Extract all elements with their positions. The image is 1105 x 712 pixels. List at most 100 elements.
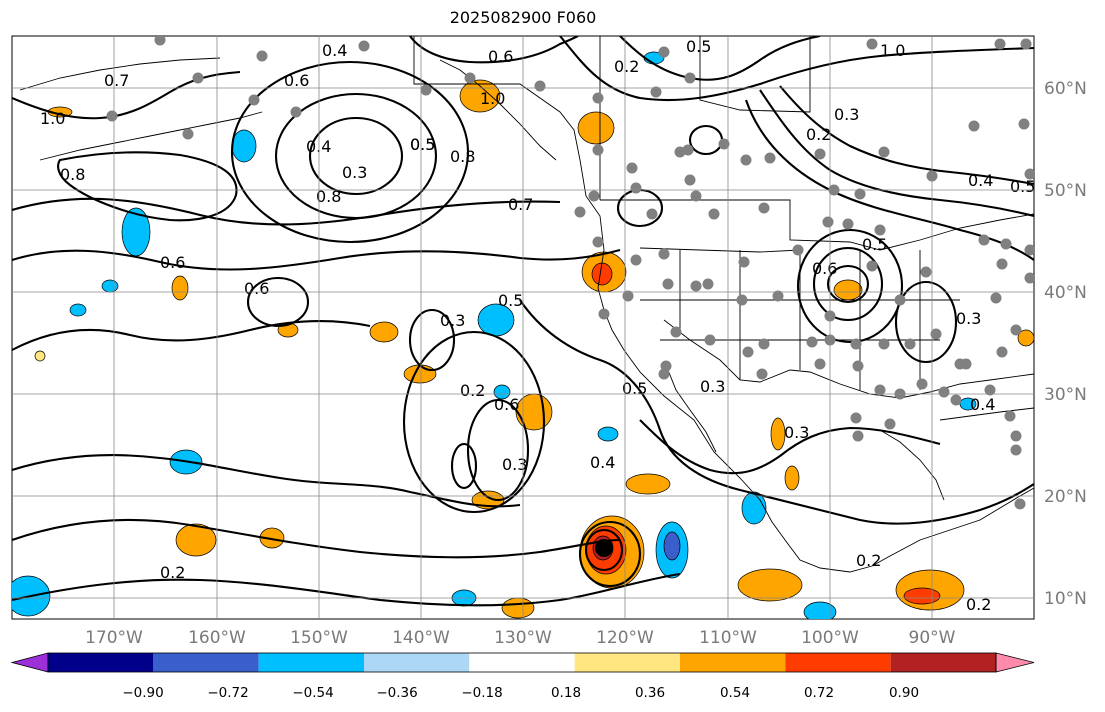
- contour-label: 0.6: [160, 253, 185, 272]
- contour-label: 0.4: [968, 171, 993, 190]
- station-dots: [106, 36, 1034, 510]
- contour-label: 0.6: [488, 47, 513, 66]
- station-dot: [182, 128, 194, 140]
- lat-label-30n: 30°N: [1044, 385, 1087, 405]
- station-dot: [574, 206, 586, 218]
- station-dot: [592, 236, 604, 248]
- lon-label-120w: 120°W: [596, 628, 654, 648]
- contour-label: 0.7: [104, 71, 129, 90]
- contour-label: 0.6: [244, 279, 269, 298]
- colorbar-tick-label: −0.36: [376, 685, 417, 701]
- shaded-region-blue-13: [69, 303, 87, 317]
- colorbar-segment: [469, 653, 575, 672]
- contour-label: 0.3: [956, 309, 981, 328]
- contour-label: 0.6: [494, 395, 519, 414]
- contour-line: [450, 442, 478, 490]
- station-dot: [792, 244, 804, 256]
- contour-label: 0.2: [460, 381, 485, 400]
- contour-line: [274, 92, 438, 220]
- shaded-region-yellow-1: [34, 350, 46, 362]
- contour-label: 0.3: [784, 423, 809, 442]
- station-dot: [878, 338, 890, 350]
- shaded-region-blue-7: [803, 601, 837, 619]
- shaded-region-mid-6: [175, 523, 217, 557]
- contour-label: 0.6: [812, 259, 837, 278]
- colorbar-segment: [364, 653, 470, 672]
- colorbar-segment: [153, 653, 259, 672]
- station-dot: [1014, 498, 1026, 510]
- shaded-region-blue-3: [231, 129, 257, 163]
- station-dot: [984, 384, 996, 396]
- contour-label: 1.0: [480, 89, 505, 108]
- station-dot: [850, 412, 862, 424]
- station-dot: [822, 216, 834, 228]
- colorbar-extend-low: [10, 652, 49, 673]
- station-dot: [1018, 118, 1030, 130]
- map-title: 2025082900 F060: [449, 8, 597, 27]
- station-dot: [106, 110, 118, 122]
- contour-label: 0.4: [970, 395, 995, 414]
- shaded-region-blue-12: [101, 279, 119, 293]
- contour-line: [408, 308, 456, 372]
- station-dot: [684, 174, 696, 186]
- lon-label-100w: 100°W: [801, 628, 859, 648]
- lat-label-10n: 10°N: [1044, 589, 1087, 609]
- contour-label: 0.3: [342, 163, 367, 182]
- lat-label-20n: 20°N: [1044, 487, 1087, 507]
- station-dot: [464, 72, 476, 84]
- station-dot: [1024, 244, 1034, 256]
- colorbar-tick-label: 0.18: [551, 685, 581, 701]
- contour-line: [230, 60, 470, 244]
- colorbar-segments: [10, 652, 1035, 673]
- station-dot: [592, 144, 604, 156]
- station-dot: [866, 260, 878, 272]
- station-dot: [738, 256, 750, 268]
- contour-line: [826, 264, 870, 304]
- station-dot: [690, 190, 702, 202]
- contour-label: 0.5: [622, 379, 647, 398]
- contour-label: 0.3: [502, 455, 527, 474]
- station-dot: [756, 368, 768, 380]
- station-dot: [740, 154, 752, 166]
- contour-label: 0.4: [322, 41, 347, 60]
- station-dot: [904, 338, 916, 350]
- contour-line: [466, 398, 530, 502]
- station-dot: [878, 146, 890, 158]
- colorbar-tick-label: 0.54: [720, 685, 750, 701]
- contour-labels: 1.0 0.8 0.7 0.4 0.6 0.4 0.5 0.3 0.8 0.5 …: [40, 37, 1034, 614]
- colorbar-tick-label: 0.90: [889, 685, 919, 701]
- contour-label: 0.5: [862, 235, 887, 254]
- colorbar-segment: [680, 653, 786, 672]
- station-dot: [764, 152, 776, 164]
- shaded-region-mid-10: [770, 417, 786, 451]
- lat-label-50n: 50°N: [1044, 181, 1087, 201]
- contour-line: [812, 246, 884, 322]
- colorbar-tick-label: −0.72: [207, 685, 248, 701]
- station-dot: [646, 208, 658, 220]
- station-dot: [702, 278, 714, 290]
- contour-line: [519, 299, 1034, 525]
- colorbar-segment: [48, 653, 154, 672]
- station-dot: [806, 336, 818, 348]
- station-dot: [854, 188, 866, 200]
- shaded-region-yellow-2: [1017, 329, 1034, 347]
- colorbar-tick-label: −0.90: [122, 685, 163, 701]
- shaded-region-mid-12: [501, 597, 535, 619]
- station-dot: [916, 378, 928, 390]
- station-dot: [920, 266, 932, 278]
- station-dot: [874, 384, 886, 396]
- station-dot: [704, 334, 716, 346]
- station-dot: [866, 38, 878, 50]
- colorbar-segment: [574, 653, 680, 672]
- lon-label-170w: 170°W: [85, 628, 143, 648]
- contour-label: 0.2: [966, 595, 991, 614]
- station-dot: [1010, 430, 1022, 442]
- contour-label: 0.5: [410, 135, 435, 154]
- station-dot: [256, 50, 268, 62]
- station-dot: [1000, 238, 1012, 250]
- colorbar-segment: [890, 653, 996, 672]
- station-dot: [630, 254, 642, 266]
- station-dot: [850, 338, 862, 350]
- contour-label: 0.8: [60, 165, 85, 184]
